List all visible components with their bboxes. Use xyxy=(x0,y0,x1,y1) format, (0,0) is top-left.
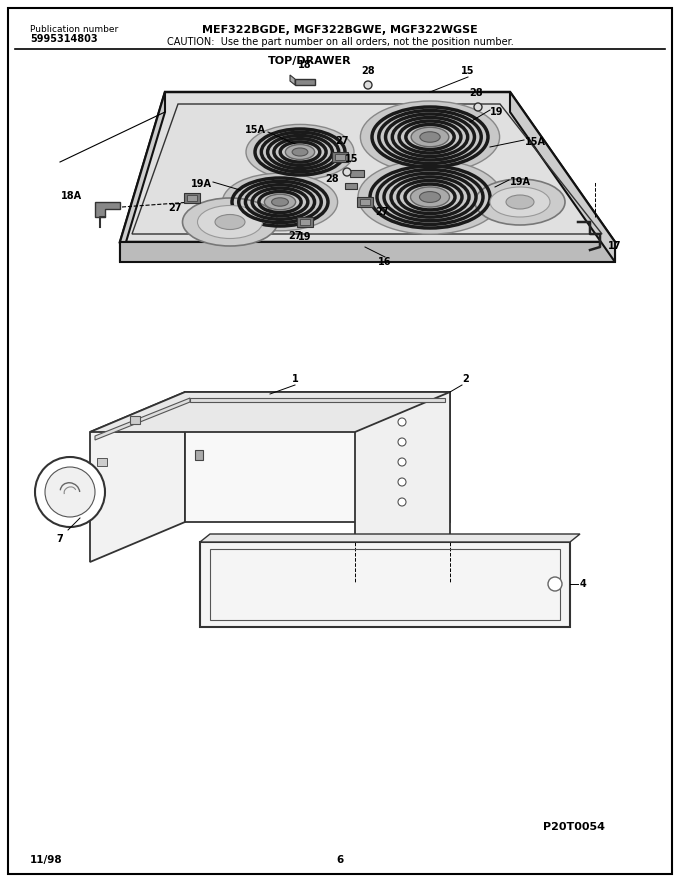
Polygon shape xyxy=(200,534,580,542)
Bar xyxy=(97,458,107,466)
Bar xyxy=(184,193,200,203)
Text: 6: 6 xyxy=(337,855,343,865)
Text: 4: 4 xyxy=(580,579,587,589)
Text: CAUTION:  Use the part number on all orders, not the position number.: CAUTION: Use the part number on all orde… xyxy=(167,37,513,47)
Bar xyxy=(360,199,370,205)
Text: 28: 28 xyxy=(325,174,339,184)
Circle shape xyxy=(398,458,406,466)
Polygon shape xyxy=(200,542,570,627)
Ellipse shape xyxy=(411,187,449,207)
Polygon shape xyxy=(120,92,615,242)
Text: 15A: 15A xyxy=(245,125,265,135)
Circle shape xyxy=(474,103,482,111)
Text: 18: 18 xyxy=(299,60,312,70)
Text: 27: 27 xyxy=(169,203,182,213)
Text: 5995314803: 5995314803 xyxy=(30,34,98,44)
Text: MEF322BGDE, MGF322BGWE, MGF322WGSE: MEF322BGDE, MGF322BGWE, MGF322WGSE xyxy=(202,25,478,35)
Text: 16: 16 xyxy=(378,257,392,267)
Text: 17: 17 xyxy=(608,241,622,251)
Text: 27: 27 xyxy=(375,207,388,217)
Ellipse shape xyxy=(411,127,449,146)
Polygon shape xyxy=(510,92,615,262)
Ellipse shape xyxy=(197,206,262,238)
Ellipse shape xyxy=(475,179,565,225)
Bar xyxy=(195,450,203,460)
Bar xyxy=(345,183,357,189)
Text: 18A: 18A xyxy=(61,191,82,201)
Circle shape xyxy=(45,467,95,517)
Text: 19: 19 xyxy=(490,107,503,117)
Polygon shape xyxy=(190,398,445,402)
Ellipse shape xyxy=(490,187,550,217)
Polygon shape xyxy=(295,79,315,85)
Circle shape xyxy=(398,418,406,426)
Ellipse shape xyxy=(420,131,440,142)
Polygon shape xyxy=(185,392,450,522)
Ellipse shape xyxy=(271,198,288,206)
Ellipse shape xyxy=(265,194,296,210)
Polygon shape xyxy=(290,75,295,85)
Circle shape xyxy=(398,498,406,506)
Ellipse shape xyxy=(182,198,277,246)
Ellipse shape xyxy=(286,145,315,160)
Bar xyxy=(357,197,373,207)
Bar xyxy=(335,154,345,160)
Ellipse shape xyxy=(420,191,441,203)
Text: 15: 15 xyxy=(345,154,359,164)
Polygon shape xyxy=(95,398,190,440)
Circle shape xyxy=(398,478,406,486)
Polygon shape xyxy=(120,242,615,262)
Ellipse shape xyxy=(360,101,500,173)
Text: 15A: 15A xyxy=(525,137,546,147)
Circle shape xyxy=(398,438,406,446)
Ellipse shape xyxy=(246,124,354,180)
Text: 28: 28 xyxy=(469,88,483,98)
Bar xyxy=(130,416,140,424)
Text: 19A: 19A xyxy=(191,179,212,189)
Text: TOP/DRAWER: TOP/DRAWER xyxy=(268,56,352,66)
Polygon shape xyxy=(120,92,165,262)
Bar xyxy=(350,170,364,177)
Text: 28: 28 xyxy=(361,66,375,76)
Text: 7: 7 xyxy=(56,534,63,544)
Bar xyxy=(332,152,348,162)
Text: 15: 15 xyxy=(461,66,475,76)
Text: 27: 27 xyxy=(288,231,302,241)
Ellipse shape xyxy=(215,214,245,229)
Polygon shape xyxy=(95,202,120,217)
Circle shape xyxy=(343,168,351,176)
Polygon shape xyxy=(355,392,450,537)
Ellipse shape xyxy=(292,148,308,156)
Bar xyxy=(300,219,310,225)
Ellipse shape xyxy=(506,195,534,209)
Circle shape xyxy=(35,457,105,527)
Text: P20T0054: P20T0054 xyxy=(543,822,605,832)
Polygon shape xyxy=(90,392,450,432)
Polygon shape xyxy=(90,392,185,562)
Circle shape xyxy=(364,81,372,89)
Bar xyxy=(187,195,197,201)
Text: Publication number: Publication number xyxy=(30,25,118,34)
Text: 1: 1 xyxy=(292,374,299,384)
Text: 19: 19 xyxy=(299,232,311,242)
Ellipse shape xyxy=(222,173,337,231)
Ellipse shape xyxy=(358,160,502,235)
Text: 11/98: 11/98 xyxy=(30,855,63,865)
Text: 27: 27 xyxy=(335,136,349,146)
Text: 2: 2 xyxy=(462,374,469,384)
Text: 19A: 19A xyxy=(510,177,531,187)
Bar xyxy=(297,217,313,227)
Circle shape xyxy=(548,577,562,591)
